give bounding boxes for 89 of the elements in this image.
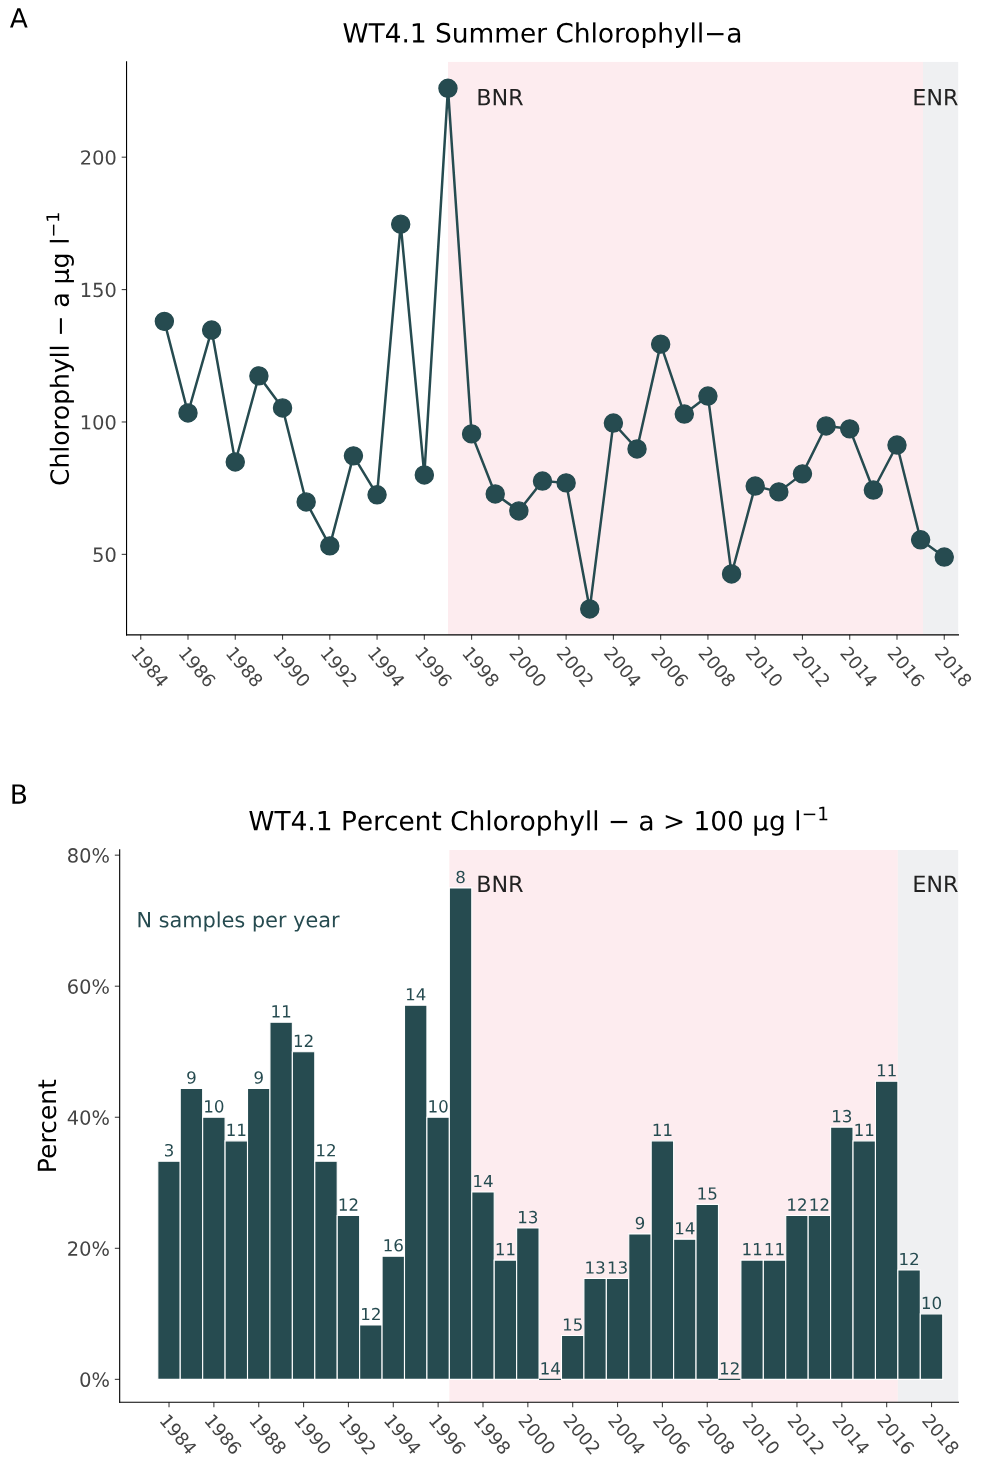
annotation: 12 [362, 1307, 380, 1321]
annotation: 12 [900, 1252, 919, 1266]
annotation: N samples per year [138, 911, 340, 932]
point [934, 547, 954, 567]
annotation: 9 [254, 1071, 263, 1084]
band-label: ENR [914, 89, 958, 106]
band-label: ENR [914, 875, 958, 892]
annotation: 11 [877, 1064, 896, 1077]
point [249, 366, 269, 386]
annotation: 11 [227, 1123, 246, 1136]
annotation: 14 [406, 988, 426, 1001]
annotation: 13 [586, 1261, 605, 1274]
point [414, 465, 435, 485]
annotation: 9 [635, 1216, 645, 1230]
annotation: 9 [187, 1071, 196, 1084]
annotation: 10 [205, 1100, 224, 1113]
point [556, 473, 576, 493]
y-axis-title: Chlorophyll − a µg l$^{−1}$ [46, 213, 74, 485]
y-tick-label: 60% [68, 979, 109, 994]
annotation: 11 [765, 1243, 784, 1256]
band-label: BNR [478, 89, 523, 106]
point [438, 78, 458, 99]
point [745, 476, 765, 496]
annotation: 12 [810, 1198, 829, 1211]
y-tick-label: 0% [80, 1372, 109, 1388]
annotation: 11 [653, 1123, 672, 1136]
point [343, 446, 364, 466]
text: A [10, 8, 28, 28]
point [769, 482, 789, 502]
point [390, 214, 411, 234]
annotation: 12 [339, 1198, 358, 1211]
chart-title: WT4.1 Summer Chlorophyll−a [343, 22, 741, 48]
text: B [12, 784, 27, 804]
annotation: 15 [563, 1318, 582, 1331]
point [154, 311, 175, 332]
y-tick-label: 100 [81, 414, 116, 430]
annotation: 10 [429, 1100, 448, 1113]
annotation: 12 [294, 1034, 313, 1047]
point [461, 424, 482, 444]
annotation: 14 [676, 1222, 695, 1235]
annotation: 11 [855, 1123, 874, 1136]
annotation: 12 [317, 1143, 335, 1157]
annotation: 3 [164, 1143, 173, 1157]
point [650, 334, 671, 354]
point [721, 564, 742, 584]
y-axis-title: Percent [37, 1079, 57, 1171]
point [603, 413, 624, 433]
point [509, 501, 529, 521]
annotation: 8 [456, 870, 465, 884]
point [816, 416, 836, 436]
y-tick-label: 150 [81, 282, 116, 298]
y-tick-label: 80% [68, 848, 109, 863]
annotation: 13 [519, 1210, 538, 1224]
y-tick-label: 50 [93, 547, 116, 563]
annotation: 11 [743, 1243, 762, 1256]
annotation: 16 [384, 1238, 403, 1252]
point [201, 320, 222, 340]
point [320, 536, 340, 556]
point [863, 480, 884, 500]
point [792, 464, 813, 484]
chart-title: WT4.1 Percent Chlorophyll − a > 100 µg l$^{−1}$ [249, 806, 828, 836]
annotation: 12 [788, 1198, 806, 1211]
annotation: 10 [922, 1296, 942, 1310]
annotation: 13 [608, 1261, 627, 1274]
annotation: 12 [720, 1362, 739, 1375]
annotation: 11 [496, 1243, 515, 1256]
point [225, 452, 245, 472]
point [887, 435, 907, 455]
annotation: 11 [272, 1005, 291, 1018]
point [367, 485, 387, 505]
y-tick-label: 200 [81, 150, 116, 165]
annotation: 15 [698, 1187, 717, 1200]
annotation: 13 [833, 1109, 852, 1123]
point [532, 471, 553, 491]
point [580, 599, 600, 619]
point [910, 530, 931, 550]
band-label: BNR [478, 875, 523, 892]
point [840, 419, 860, 439]
point [485, 484, 505, 504]
y-tick-label: 20% [68, 1241, 109, 1256]
point [674, 404, 695, 424]
point [627, 439, 647, 459]
y-tick-label: 40% [67, 1110, 109, 1125]
point [272, 398, 293, 418]
annotation: 14 [474, 1174, 493, 1188]
point [698, 386, 718, 406]
point [178, 403, 198, 423]
point [296, 492, 316, 512]
annotation: 14 [541, 1362, 560, 1375]
